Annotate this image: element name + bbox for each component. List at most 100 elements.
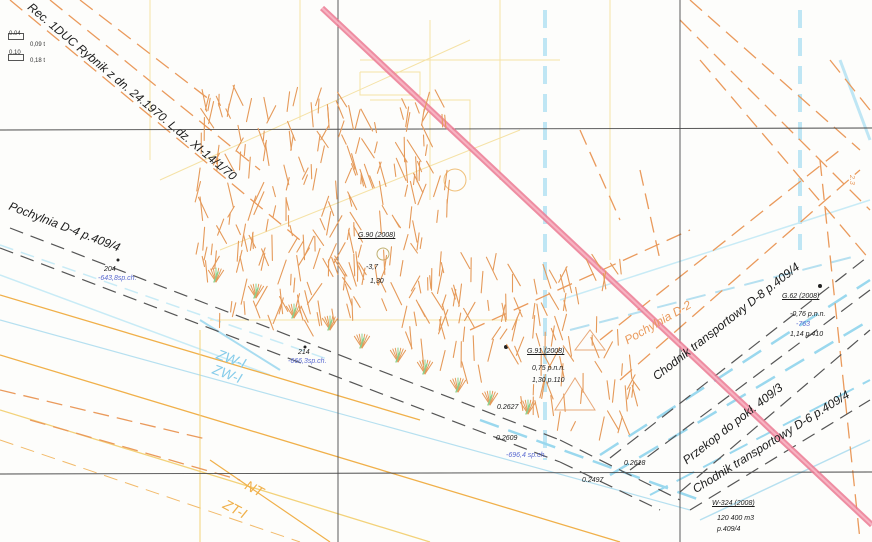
hatch-stroke bbox=[361, 138, 375, 159]
g91-line1: 0,75 p.n.n. bbox=[532, 365, 566, 372]
hatch-stroke bbox=[601, 270, 607, 292]
hatch-stroke bbox=[626, 386, 631, 400]
hatch-stroke bbox=[310, 102, 314, 128]
hatch-stroke bbox=[626, 374, 636, 390]
g62-line1: -0,76 p.n.n. bbox=[790, 311, 826, 318]
hatch-stroke bbox=[429, 275, 432, 289]
hatch-stroke bbox=[499, 328, 508, 340]
hatch-stroke bbox=[279, 288, 284, 315]
hatch-stroke bbox=[255, 285, 268, 307]
hatch-stroke bbox=[212, 152, 220, 166]
hatch-stroke bbox=[243, 143, 246, 157]
hatch-stroke bbox=[344, 167, 353, 184]
hatch-stroke bbox=[262, 130, 265, 142]
hatch-stroke bbox=[619, 410, 630, 436]
hatch-stroke bbox=[240, 223, 247, 247]
hatch-stroke bbox=[542, 263, 552, 289]
hatch-stroke bbox=[261, 248, 270, 267]
hatch-stroke bbox=[317, 98, 320, 114]
mined-area-hatching bbox=[194, 84, 641, 441]
hatch-stroke bbox=[331, 256, 339, 275]
hatch-stroke bbox=[232, 85, 244, 106]
hatch-stroke bbox=[254, 181, 265, 202]
hatch-stroke bbox=[288, 130, 292, 151]
hatch-stroke bbox=[405, 159, 409, 184]
hatch-stroke bbox=[438, 251, 442, 277]
hatch-stroke bbox=[374, 141, 378, 154]
hatch-stroke bbox=[631, 379, 641, 391]
hatch-stroke bbox=[377, 268, 386, 286]
hatch-stroke bbox=[585, 258, 597, 281]
hatch-stroke bbox=[341, 134, 347, 145]
hatch-stroke bbox=[437, 309, 449, 335]
g91-line2: 1,30 p.110 bbox=[532, 377, 565, 384]
hatch-stroke bbox=[602, 272, 607, 290]
hatch-stroke bbox=[291, 307, 297, 319]
hatch-stroke bbox=[230, 301, 233, 313]
g62-line2: -763 bbox=[796, 321, 811, 328]
hatch-stroke bbox=[399, 107, 404, 120]
hatch-stroke bbox=[296, 255, 302, 282]
hatch-stroke bbox=[286, 91, 291, 112]
hatch-stroke bbox=[236, 240, 240, 262]
hatch-stroke bbox=[458, 312, 462, 324]
hatch-stroke bbox=[363, 163, 374, 189]
w324-line1: 120 400 m3 bbox=[717, 515, 754, 522]
hatch-stroke bbox=[628, 354, 633, 379]
hatch-stroke bbox=[527, 401, 537, 415]
hatch-stroke bbox=[563, 299, 567, 312]
hatch-stroke bbox=[501, 302, 507, 323]
hatch-stroke bbox=[418, 303, 430, 324]
hatch-stroke bbox=[358, 265, 365, 280]
hatch-stroke bbox=[535, 332, 541, 347]
hatch-stroke bbox=[334, 255, 348, 277]
g62-title: G.62 (2008) bbox=[782, 293, 820, 300]
hatch-stroke bbox=[354, 109, 361, 130]
hatch-stroke bbox=[455, 381, 461, 393]
hatch-stroke bbox=[317, 300, 323, 326]
hatch-stroke bbox=[390, 282, 403, 306]
hatch-stroke bbox=[301, 167, 309, 180]
hatch-stroke bbox=[231, 302, 237, 318]
hatch-stroke bbox=[491, 326, 502, 340]
hatch-stroke bbox=[420, 338, 425, 365]
hatch-stroke bbox=[441, 113, 444, 128]
hatch-stroke bbox=[410, 242, 418, 254]
hatch-stroke bbox=[550, 325, 555, 347]
hatch-stroke bbox=[401, 98, 407, 109]
hatch-stroke bbox=[303, 319, 314, 337]
hatch-stroke bbox=[216, 225, 228, 244]
hatch-stroke bbox=[434, 89, 445, 108]
hatch-stroke bbox=[457, 379, 467, 393]
hatch-stroke bbox=[202, 226, 206, 251]
hatch-stroke bbox=[420, 123, 433, 148]
hatch-stroke bbox=[214, 250, 217, 269]
w324-line2: p.409/4 bbox=[717, 526, 741, 533]
survey-markers bbox=[376, 168, 606, 411]
hatch-stroke bbox=[425, 160, 434, 174]
point-2609-elev: -696,4 sp.ch. bbox=[506, 452, 547, 459]
hatch-stroke bbox=[360, 108, 374, 132]
hatch-stroke bbox=[381, 298, 388, 312]
hatch-stroke bbox=[287, 120, 296, 141]
hatch-stroke bbox=[409, 180, 416, 205]
hatch-stroke bbox=[194, 180, 202, 203]
hatch-stroke bbox=[417, 280, 422, 294]
hatch-stroke bbox=[606, 410, 620, 431]
hatch-stroke bbox=[326, 210, 332, 236]
legend-value-1: 0,09 t bbox=[30, 42, 46, 48]
hatch-stroke bbox=[416, 232, 420, 251]
hatch-stroke bbox=[351, 298, 354, 321]
hatch-stroke bbox=[252, 300, 261, 319]
hatch-stroke bbox=[443, 169, 448, 191]
hatch-stroke bbox=[487, 394, 493, 406]
right-edge-label: 2.3 bbox=[848, 175, 855, 185]
hatch-stroke bbox=[293, 305, 303, 319]
hatch-stroke bbox=[460, 252, 471, 270]
hatch-stroke bbox=[441, 303, 449, 327]
hatch-stroke bbox=[617, 416, 623, 434]
hatch-stroke bbox=[272, 205, 277, 218]
hatch-stroke bbox=[506, 343, 519, 365]
hatch-stroke bbox=[227, 182, 235, 209]
hatch-stroke bbox=[351, 153, 358, 176]
